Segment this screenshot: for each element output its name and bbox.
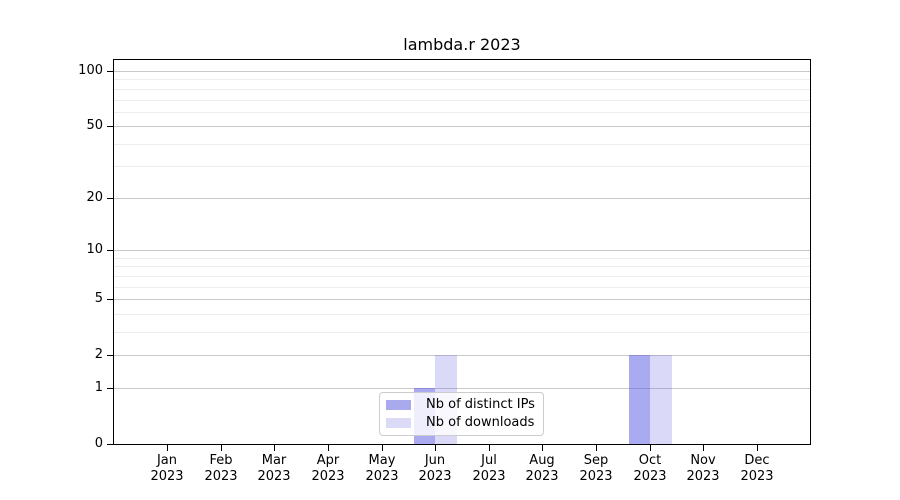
x-tick [703,445,704,451]
gridline-minor [114,144,810,145]
gridline-major [114,71,810,72]
x-tick [435,445,436,451]
x-tick-label: Oct 2023 [633,453,667,484]
gridline-minor [114,266,810,267]
gridline-minor [114,276,810,277]
bar-layer [114,60,810,444]
x-tick-label: Jan 2023 [150,453,184,484]
y-tick [107,250,113,251]
x-tick [328,445,329,451]
gridline-minor [114,112,810,113]
legend: Nb of distinct IPs Nb of downloads [379,392,544,436]
x-tick-label: Jul 2023 [472,453,506,484]
x-tick-label: Aug 2023 [525,453,559,484]
y-tick-label: 5 [94,291,103,306]
x-tick [221,445,222,451]
x-tick [274,445,275,451]
y-tick-label: 100 [78,63,103,78]
x-tick-label: Feb 2023 [204,453,238,484]
y-tick-label: 2 [94,347,103,362]
x-tick-label: Sep 2023 [579,453,613,484]
y-tick-label: 1 [94,380,103,395]
x-tick-label: Mar 2023 [257,453,291,484]
gridline-major [114,299,810,300]
gridline-minor [114,100,810,101]
gridline-minor [114,258,810,259]
x-tick [167,445,168,451]
x-tick-label: Nov 2023 [686,453,720,484]
x-tick-label: May 2023 [365,453,399,484]
y-tick [107,198,113,199]
y-tick [107,444,113,445]
gridline-minor [114,166,810,167]
x-tick [596,445,597,451]
x-tick [489,445,490,451]
legend-label: Nb of downloads [426,415,535,430]
gridline-minor [114,332,810,333]
legend-row: Nb of downloads [386,415,536,431]
gridline-major [114,250,810,251]
gridline-minor [114,314,810,315]
legend-swatch-icon [386,418,411,428]
gridline-major [114,355,810,356]
legend-swatch-icon [386,400,411,410]
chart-title: lambda.r 2023 [403,35,521,54]
gridline-major [114,388,810,389]
y-tick [107,71,113,72]
y-tick-label: 20 [86,190,103,205]
x-tick [542,445,543,451]
legend-row: Nb of distinct IPs [386,397,536,413]
x-tick-label: Dec 2023 [740,453,774,484]
y-tick [107,355,113,356]
x-tick [650,445,651,451]
gridline-major [114,126,810,127]
x-tick [382,445,383,451]
y-tick-label: 10 [86,242,103,257]
y-tick [107,388,113,389]
bar-downloads [650,355,672,444]
grid-layer [114,60,810,444]
gridline-minor [114,287,810,288]
legend-label: Nb of distinct IPs [426,397,535,412]
y-tick-label: 0 [94,436,103,451]
y-tick [107,126,113,127]
y-tick [107,299,113,300]
gridline-minor [114,89,810,90]
x-tick-label: Apr 2023 [311,453,345,484]
plot-area: Nb of distinct IPs Nb of downloads [113,59,811,445]
y-tick-label: 50 [86,118,103,133]
bar-distinct-ips [629,355,650,444]
x-tick [757,445,758,451]
gridline-major [114,198,810,199]
x-tick-label: Jun 2023 [418,453,452,484]
gridline-minor [114,79,810,80]
